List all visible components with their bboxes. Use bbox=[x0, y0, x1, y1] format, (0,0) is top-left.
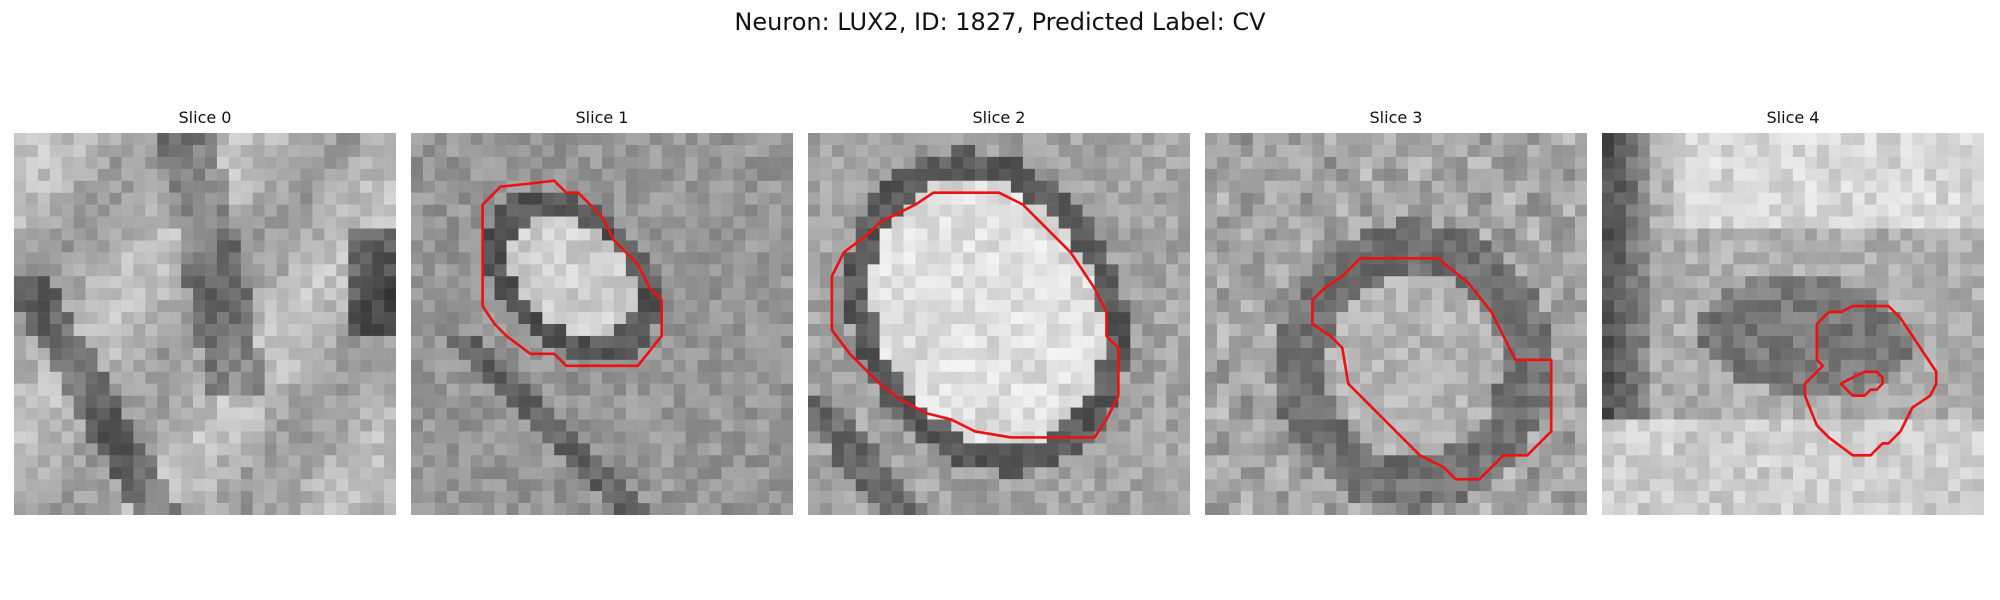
slice-title-3: Slice 3 bbox=[1369, 108, 1423, 127]
segmentation-contour-4 bbox=[1803, 304, 1938, 457]
slice-image-0 bbox=[14, 133, 396, 515]
slice-panel-0: Slice 0 bbox=[14, 108, 396, 515]
slice-image-2 bbox=[808, 133, 1190, 515]
slice-title-1: Slice 1 bbox=[575, 108, 629, 127]
slice-title-4: Slice 4 bbox=[1766, 108, 1820, 127]
slice-panel-2: Slice 2 bbox=[808, 108, 1190, 515]
segmentation-contour-1 bbox=[481, 179, 664, 368]
slice-panel-3: Slice 3 bbox=[1205, 108, 1587, 515]
figure-title: Neuron: LUX2, ID: 1827, Predicted Label:… bbox=[734, 8, 1266, 36]
segmentation-contour-3 bbox=[1311, 257, 1553, 481]
slice-title-2: Slice 2 bbox=[972, 108, 1026, 127]
slice-image-3 bbox=[1205, 133, 1587, 515]
slice-panel-4: Slice 4 bbox=[1602, 108, 1984, 515]
slice-title-0: Slice 0 bbox=[178, 108, 232, 127]
slice-image-4 bbox=[1602, 133, 1984, 515]
slice-panel-1: Slice 1 bbox=[411, 108, 793, 515]
segmentation-contour-2 bbox=[830, 191, 1120, 439]
slice-image-1 bbox=[411, 133, 793, 515]
